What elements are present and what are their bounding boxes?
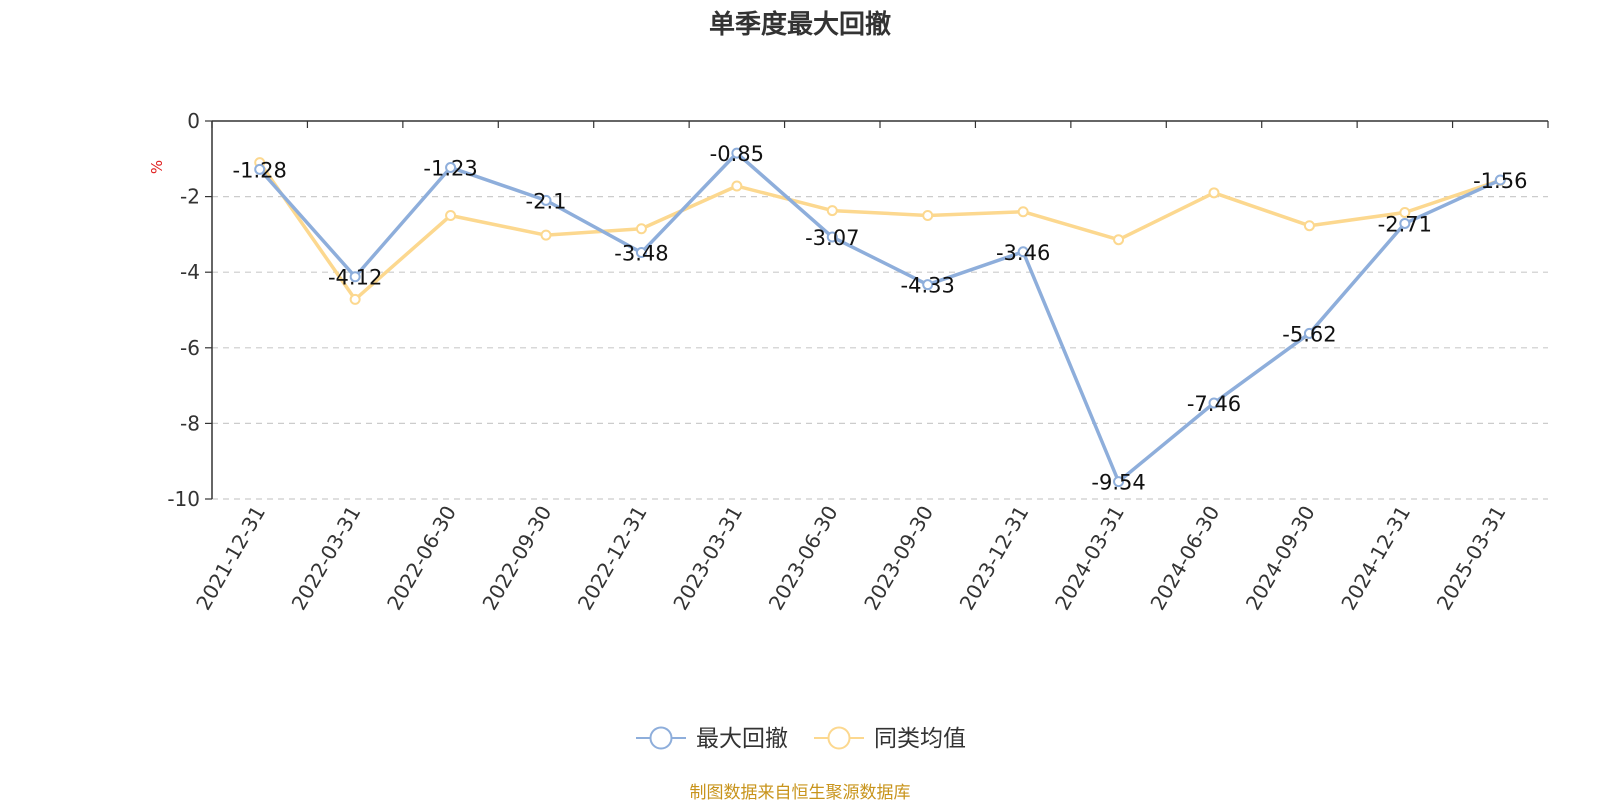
x-tick-label: 2023-12-31 [955,502,1034,615]
data-label: -2.1 [526,189,567,213]
data-point [445,210,457,221]
data-label: -1.23 [423,156,477,180]
x-tick-label: 2024-12-31 [1336,502,1415,615]
data-point [1017,206,1029,218]
data-label: -4.33 [901,274,955,298]
legend-marker-icon [827,726,851,750]
data-point [445,161,457,173]
legend-item-同类均值[interactable]: 同类均值 [814,726,966,752]
legend-marker-icon [649,726,673,750]
chart-title: 单季度最大回撤 [708,10,891,40]
data-point [922,210,934,221]
x-tick-label: 2023-03-31 [668,502,747,615]
series-line [258,151,1502,484]
data-label: -3.07 [805,226,859,250]
data-point [254,163,266,175]
data-point [826,205,838,217]
data-point [922,279,934,291]
data-point [1494,174,1506,186]
data-label: -2.71 [1378,212,1432,236]
data-point [1399,217,1411,229]
legend-label: 最大回撤 [696,726,788,752]
x-tick-label: 2022-06-30 [382,501,461,614]
series-lines [254,147,1506,488]
y-tick-label: -6 [180,336,200,360]
x-tick-label: 2021-12-31 [191,502,270,615]
y-tick-label: -8 [180,411,200,435]
data-point [1303,327,1315,339]
data-label: -7.46 [1187,392,1241,416]
x-tick-label: 2022-12-31 [573,502,652,615]
data-point [540,194,552,206]
data-label: -3.46 [996,241,1050,265]
y-tick-label: -4 [180,260,200,284]
data-point [635,223,647,235]
data-point [1208,397,1220,409]
data-point [635,247,647,259]
grid-lines [212,196,1548,500]
x-tick-label: 2025-03-31 [1432,502,1511,615]
data-point [1017,246,1029,258]
series-line [258,161,1501,302]
data-point [349,293,361,305]
data-label: -4.12 [328,266,382,290]
x-tick-label: 2022-09-30 [477,502,556,615]
data-point [1208,187,1220,199]
x-tick-label: 2023-06-30 [764,502,843,615]
data-point [826,231,838,243]
data-label: -0.85 [710,142,764,166]
x-tick-label: 2024-03-31 [1050,502,1129,615]
data-point [349,271,361,283]
data-point [1113,476,1125,488]
legend-label: 同类均值 [874,726,966,752]
data-point [731,147,743,159]
legend[interactable]: 最大回撤 同类均值 [636,726,966,752]
y-tick-label: -10 [167,487,200,511]
x-tick-label: 2024-06-30 [1145,502,1224,615]
data-label: -3.48 [614,242,668,266]
data-point [731,180,743,192]
data-labels: -1.28 -4.12 -1.23 -2.1 -3.48 -0.85 -3.07 -4.33 -… [233,142,1528,494]
data-point [1113,234,1125,246]
data-label: -1.28 [233,158,287,182]
data-source-credit: 制图数据来自恒生聚源数据库 [689,783,911,803]
x-tick-label: 2024-09-30 [1241,502,1320,615]
data-label: -1.56 [1473,169,1527,193]
data-point [1399,206,1411,218]
data-label: -9.54 [1091,471,1145,495]
series-最大回撤 [254,147,1506,488]
y-tick-label: -2 [180,185,200,209]
data-point [540,229,552,241]
x-tick-label: 2022-03-31 [287,502,366,615]
legend-item-最大回撤[interactable]: 最大回撤 [636,726,788,752]
x-tick-label: 2023-09-30 [859,502,938,615]
y-tick-label: 0 [187,109,200,133]
data-point [1303,220,1315,232]
data-label: -5.62 [1282,322,1336,346]
